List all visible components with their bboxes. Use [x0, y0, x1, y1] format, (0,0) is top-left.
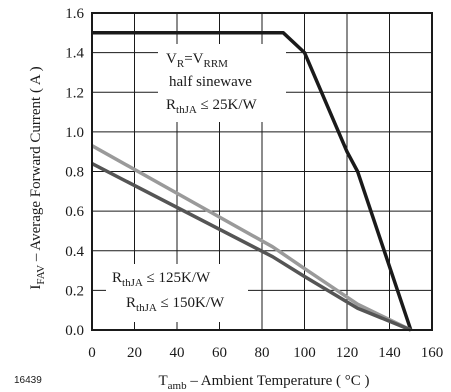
y-tick-label: 0.8 — [65, 165, 84, 181]
x-tick-label: 140 — [378, 345, 401, 361]
y-tick-labels: 0.0 0.2 0.4 0.6 0.8 1.0 1.2 1.4 1.6 — [65, 6, 84, 339]
y-tick-label: 1.2 — [65, 85, 84, 101]
y-tick-label: 1.4 — [65, 46, 84, 62]
x-axis-title: Tamb – Ambient Temperature ( °C ) — [158, 373, 369, 392]
plot-frame — [91, 12, 433, 331]
series-line-2 — [91, 144, 412, 332]
figure-id: 16439 — [14, 375, 42, 386]
y-tick-label: 0.4 — [65, 244, 84, 260]
x-tick-labels: 0 20 40 60 80 100 120 140 160 — [88, 345, 443, 361]
annotation-rthja-25: RthJA ≤ 25K/W — [166, 97, 258, 116]
y-axis-title: IFAV – Average Forward Current ( A ) — [28, 66, 47, 289]
series-line-3 — [91, 162, 412, 332]
x-tick-label: 20 — [127, 345, 142, 361]
x-tick-label: 40 — [170, 345, 185, 361]
annotation-upper-bg — [158, 44, 286, 122]
annotation-upper: VR=VRRM half sinewave RthJA ≤ 25K/W — [158, 44, 286, 122]
x-tick-label: 0 — [88, 345, 96, 361]
y-tick-label: 0.2 — [65, 283, 84, 299]
x-tick-label: 120 — [336, 345, 359, 361]
y-tick-label: 0.6 — [65, 204, 84, 220]
x-tick-label: 60 — [212, 345, 227, 361]
annotation-vr-vrrm: VR=VRRM — [166, 51, 228, 70]
annotation-rthja-150: RthJA ≤ 150K/W — [126, 295, 225, 314]
annotation-lower-bg — [106, 264, 248, 322]
series-layer — [91, 31, 413, 332]
x-tick-label: 80 — [255, 345, 270, 361]
y-tick-label: 1.6 — [65, 6, 84, 22]
x-tick-label: 100 — [293, 345, 316, 361]
y-tick-label: 1.0 — [65, 125, 84, 141]
annotation-half-sinewave: half sinewave — [169, 74, 252, 90]
x-tick-label: 160 — [421, 345, 444, 361]
series-line-1 — [92, 31, 413, 331]
annotation-rthja-125: RthJA ≤ 125K/W — [112, 270, 211, 289]
annotation-lower: RthJA ≤ 125K/W RthJA ≤ 150K/W — [106, 264, 248, 322]
y-tick-label: 0.0 — [65, 323, 84, 339]
